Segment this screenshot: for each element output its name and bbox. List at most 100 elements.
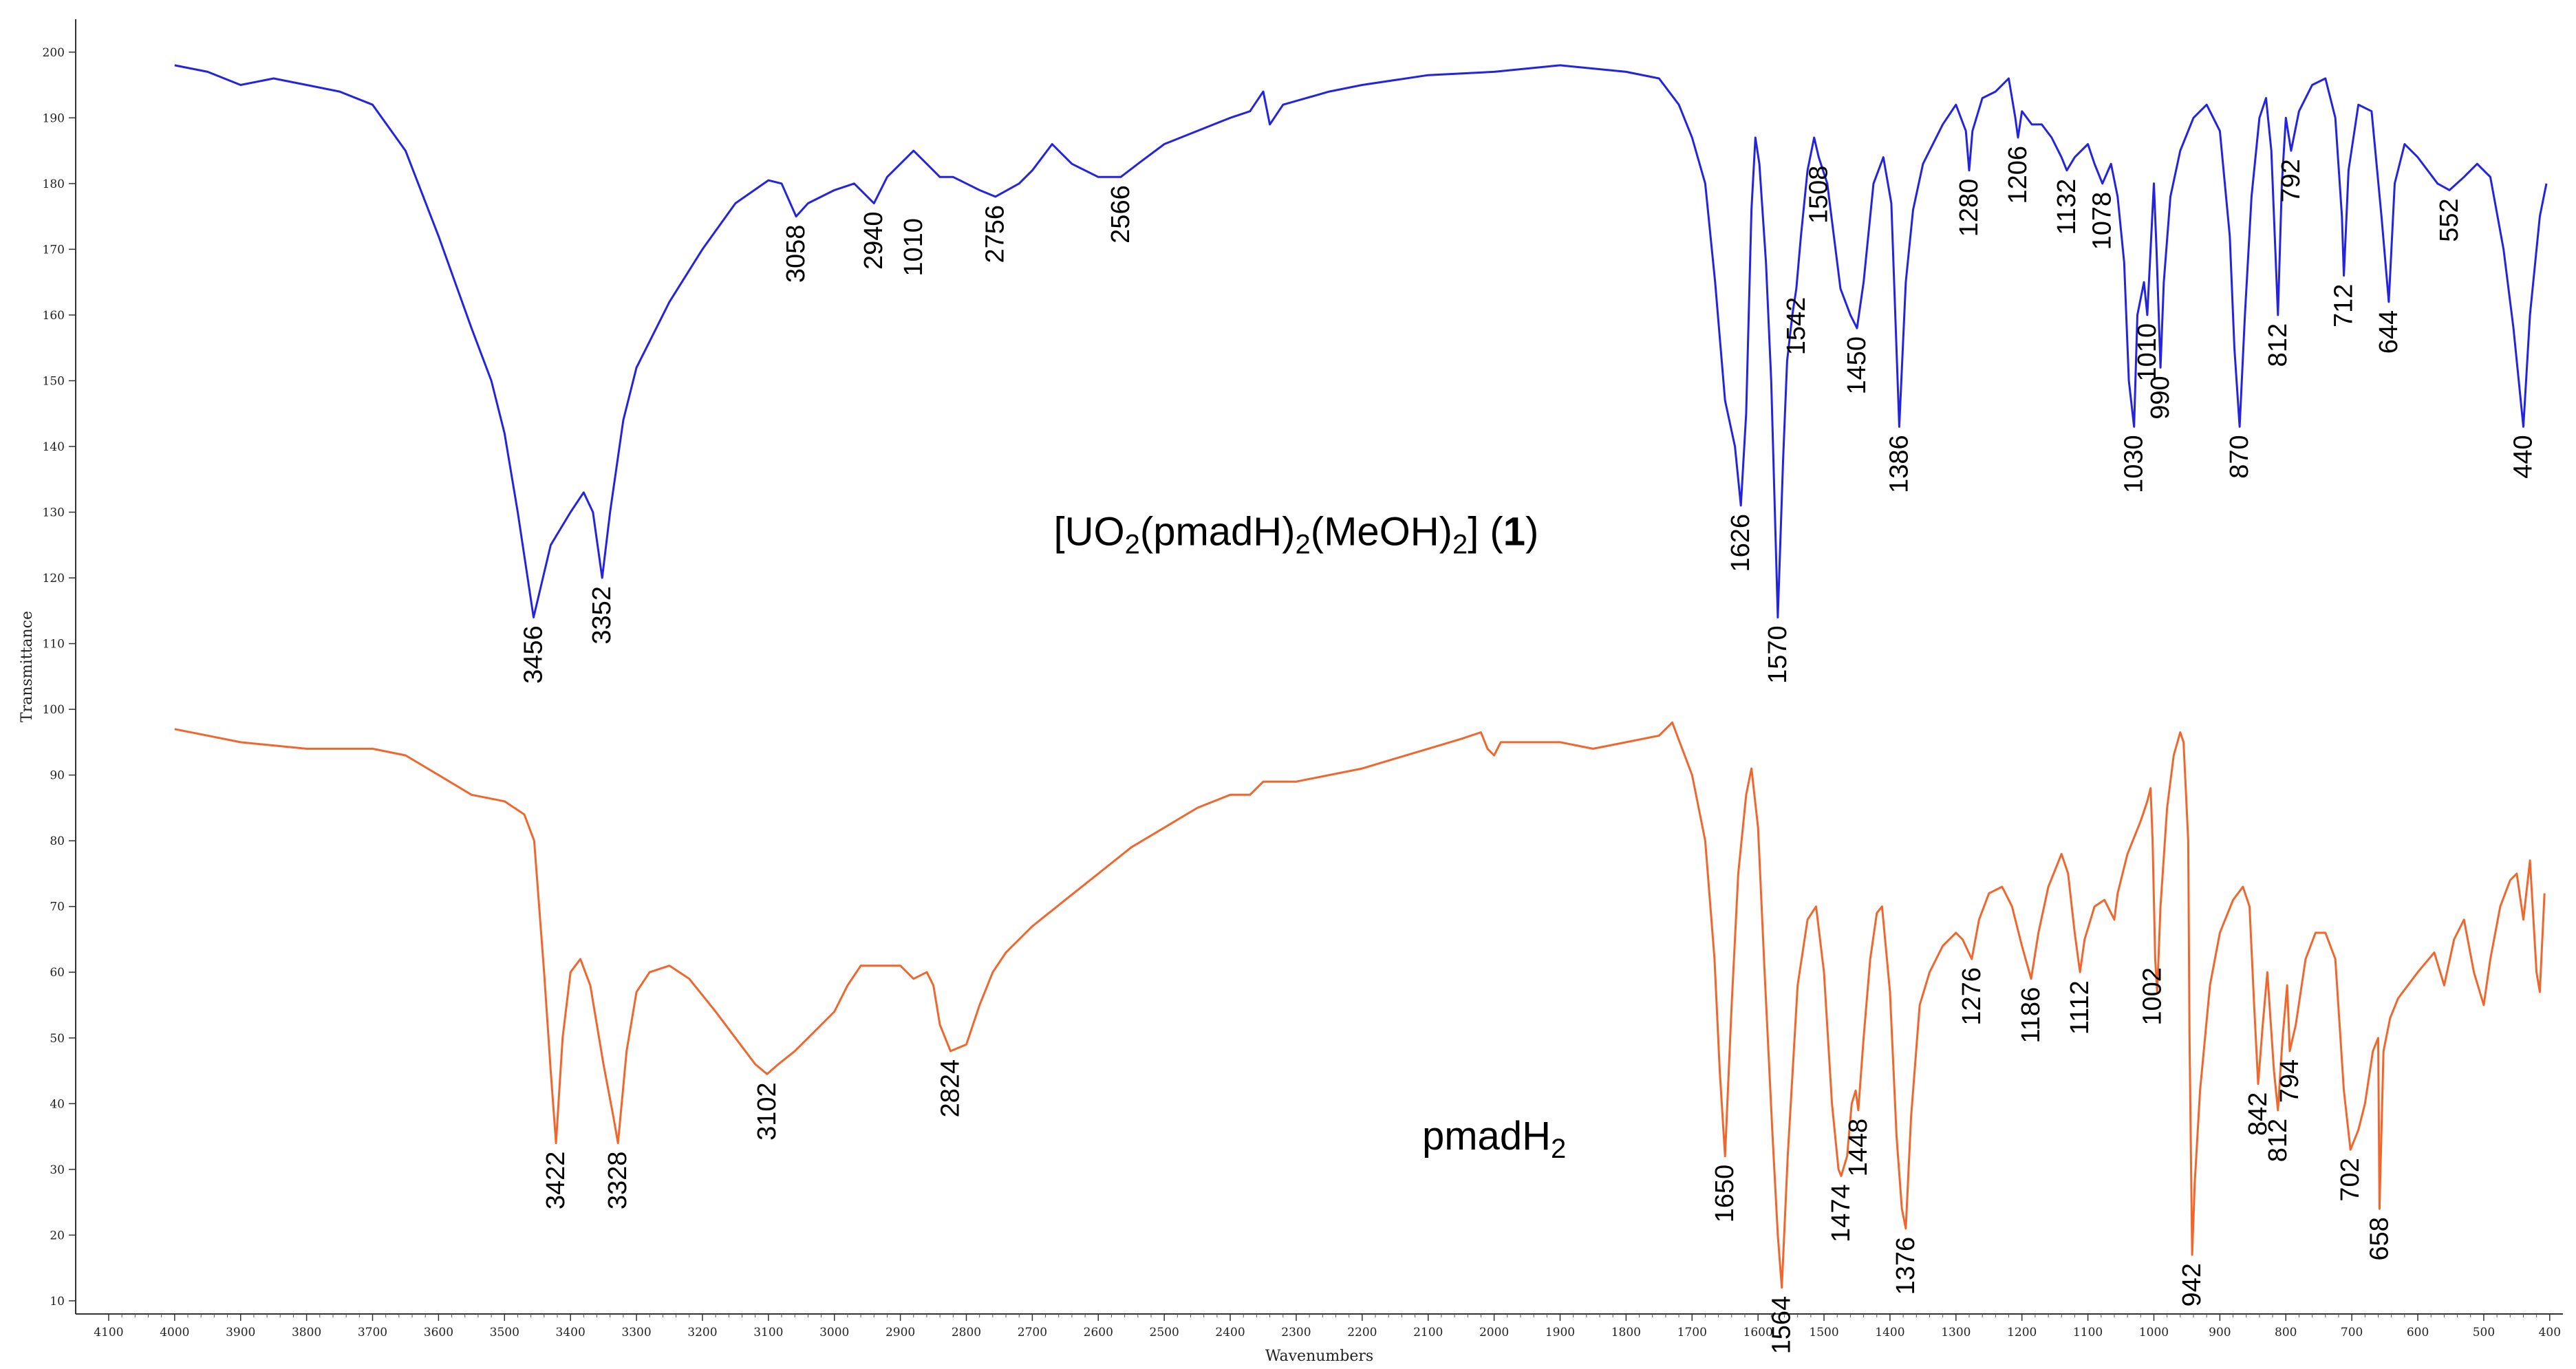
y-tick-label: 20 xyxy=(50,1229,65,1242)
y-tick-label: 190 xyxy=(43,111,65,125)
series-line-ligand xyxy=(174,721,2546,1289)
y-tick-label: 40 xyxy=(50,1097,65,1111)
x-tick-label: 3300 xyxy=(621,1326,651,1339)
peak-label: 1010 xyxy=(899,218,928,277)
x-tick-label: 2400 xyxy=(1215,1326,1245,1339)
peak-label: 1564 xyxy=(1768,1296,1796,1355)
x-tick-label: 2500 xyxy=(1150,1326,1179,1339)
peak-label: 712 xyxy=(2330,284,2359,327)
label-part: 2 xyxy=(1452,529,1468,559)
series-label-complex: [UO2(pmadH)2(MeOH)2] (1) xyxy=(1054,509,1539,559)
x-axis-title: Wavenumbers xyxy=(1265,1348,1373,1365)
x-tick-label: 4100 xyxy=(94,1326,123,1339)
series-group xyxy=(174,64,2548,1289)
x-tick-label: 1700 xyxy=(1677,1326,1707,1339)
peak-label: 3422 xyxy=(541,1152,570,1210)
y-tick-label: 200 xyxy=(43,46,65,60)
peak-label: 1280 xyxy=(1955,179,1984,237)
y-tick-label: 50 xyxy=(50,1032,65,1046)
peak-label: 3328 xyxy=(603,1152,632,1210)
peak-label: 1542 xyxy=(1782,297,1811,356)
peak-label: 3352 xyxy=(588,586,616,645)
x-tick-label: 3600 xyxy=(424,1326,453,1339)
series-labels: [UO2(pmadH)2(MeOH)2] (1)pmadH2 xyxy=(1054,509,1567,1164)
peak-label: 1448 xyxy=(1844,1119,1873,1177)
x-tick-label: 1900 xyxy=(1545,1326,1575,1339)
x-tick-label: 1400 xyxy=(1875,1326,1904,1339)
y-tick-label: 170 xyxy=(43,243,65,257)
label-part: [UO xyxy=(1054,509,1125,554)
x-tick-label: 2100 xyxy=(1413,1326,1443,1339)
peak-label: 3456 xyxy=(519,625,548,684)
x-tick-label: 2800 xyxy=(952,1326,981,1339)
x-tick-label: 800 xyxy=(2275,1326,2297,1339)
label-part: ) xyxy=(1525,509,1538,554)
x-tick-label: 3000 xyxy=(819,1326,849,1339)
y-tick-label: 150 xyxy=(43,374,65,388)
x-tick-label: 2900 xyxy=(886,1326,915,1339)
peak-label: 1508 xyxy=(1804,166,1833,224)
peak-label: 3102 xyxy=(753,1082,782,1141)
label-part: (pmadH) xyxy=(1140,509,1296,554)
peak-label: 644 xyxy=(2374,310,2403,354)
x-tick-label: 1600 xyxy=(1743,1326,1773,1339)
x-tick-label: 900 xyxy=(2209,1326,2231,1339)
y-tick-label: 10 xyxy=(50,1295,65,1308)
y-tick-label: 90 xyxy=(50,769,65,783)
x-tick-label: 3900 xyxy=(226,1326,255,1339)
y-tick-label: 180 xyxy=(43,177,65,191)
x-tick-label: 1100 xyxy=(2073,1326,2103,1339)
x-tick-label: 500 xyxy=(2473,1326,2495,1339)
y-tick-label: 120 xyxy=(43,572,65,585)
y-tick-label: 80 xyxy=(50,834,65,848)
peak-label: 990 xyxy=(2146,376,2175,419)
peak-label: 1002 xyxy=(2138,967,2167,1026)
peak-label: 1030 xyxy=(2120,435,2149,493)
x-tick-label: 3400 xyxy=(556,1326,586,1339)
peak-label: 1010 xyxy=(2133,323,2162,382)
x-tick-label: 3100 xyxy=(753,1326,783,1339)
y-tick-label: 100 xyxy=(43,703,65,717)
x-tick-label: 700 xyxy=(2341,1326,2363,1339)
peak-label: 1078 xyxy=(2088,192,2117,250)
x-tick-label: 1300 xyxy=(1941,1326,1971,1339)
series-label-ligand: pmadH2 xyxy=(1422,1114,1566,1164)
x-tick-label: 600 xyxy=(2407,1326,2429,1339)
label-part: 2 xyxy=(1551,1134,1566,1164)
peak-label: 1450 xyxy=(1843,336,1871,395)
peak-label: 552 xyxy=(2435,198,2464,241)
series-line-complex xyxy=(174,64,2548,618)
y-tick-label: 60 xyxy=(50,966,65,980)
peak-label: 1206 xyxy=(2004,146,2032,204)
x-tick-label: 1500 xyxy=(1809,1326,1838,1339)
peak-label: 842 xyxy=(2244,1092,2273,1136)
peak-label: 702 xyxy=(2336,1158,2365,1201)
label-part: 2 xyxy=(1296,529,1311,559)
peak-label: 812 xyxy=(2264,1119,2293,1162)
y-tick-label: 130 xyxy=(43,506,65,519)
peak-label: 1626 xyxy=(1726,514,1755,572)
x-tick-label: 1200 xyxy=(2007,1326,2037,1339)
peak-label: 1112 xyxy=(2065,980,2094,1035)
label-part: (MeOH) xyxy=(1311,509,1452,554)
peak-label: 1376 xyxy=(1891,1237,1920,1295)
peak-label: 942 xyxy=(2178,1263,2207,1306)
x-tick-label: 2000 xyxy=(1479,1326,1509,1339)
peak-label: 1276 xyxy=(1957,967,1986,1026)
y-tick-label: 160 xyxy=(43,309,65,323)
peak-label: 1132 xyxy=(2052,179,2081,235)
x-tick-label: 3800 xyxy=(292,1326,321,1339)
peak-label: 658 xyxy=(2365,1217,2394,1260)
x-tick-label: 2200 xyxy=(1347,1326,1377,1339)
x-tick-label: 3200 xyxy=(687,1326,717,1339)
peak-label: 2824 xyxy=(936,1059,965,1118)
label-part: 2 xyxy=(1125,529,1140,559)
y-tick-label: 70 xyxy=(50,901,65,914)
peak-label: 2940 xyxy=(859,211,888,270)
y-axis-title: Transmittance xyxy=(19,611,36,722)
peak-label: 3058 xyxy=(782,225,811,283)
peak-label: 1186 xyxy=(2017,987,2046,1044)
peak-label: 812 xyxy=(2264,323,2293,367)
x-tick-label: 4000 xyxy=(160,1326,189,1339)
